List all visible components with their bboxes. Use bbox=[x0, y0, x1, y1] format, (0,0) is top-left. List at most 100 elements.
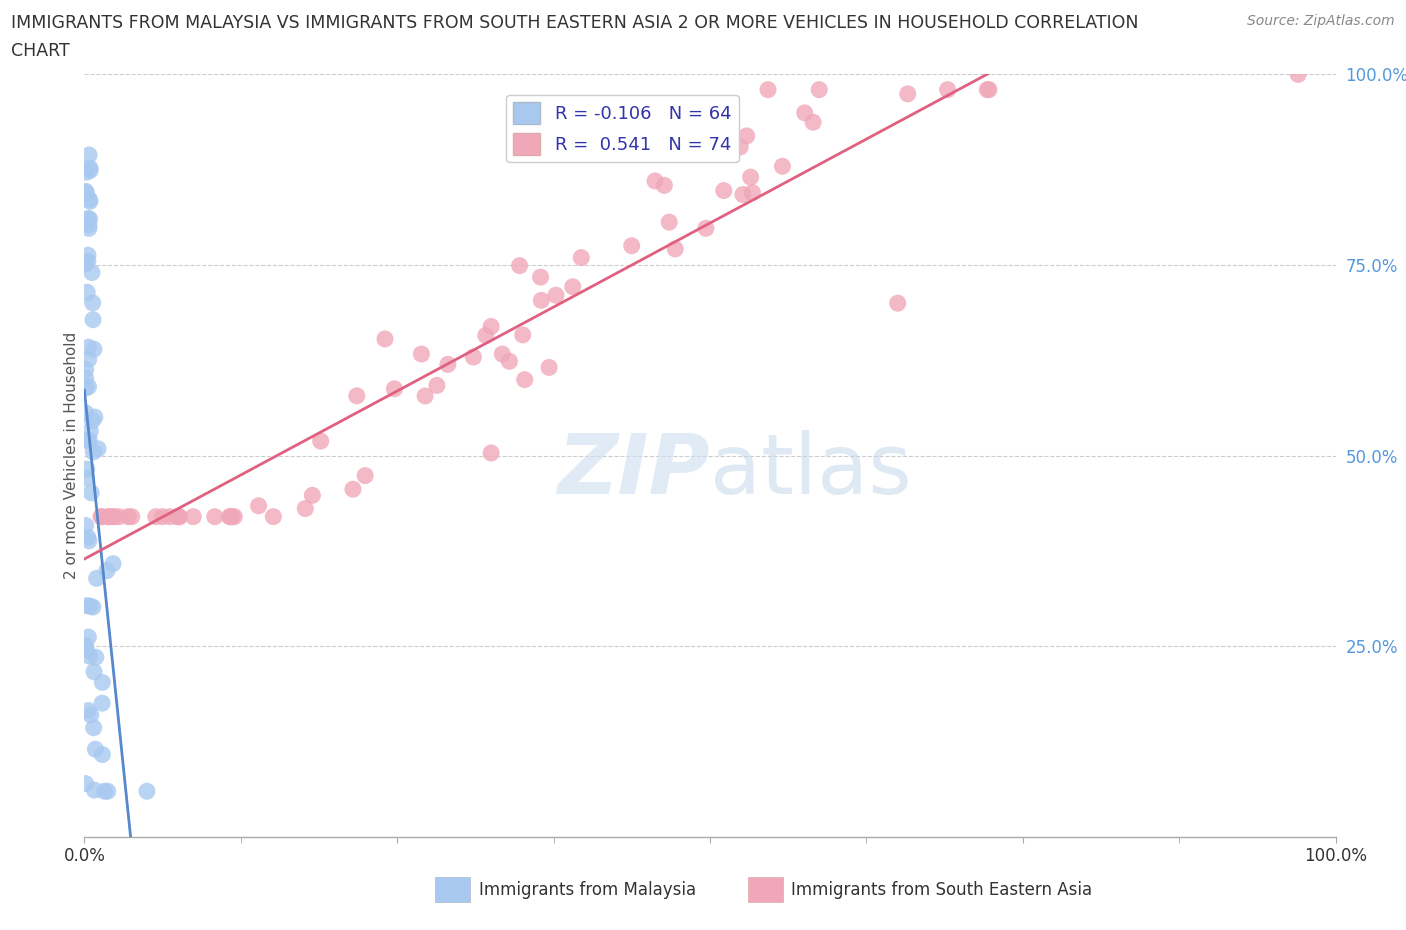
Point bbox=[1286, 67, 1309, 82]
Point bbox=[346, 389, 368, 404]
Point bbox=[247, 498, 270, 513]
Point bbox=[294, 501, 316, 516]
Point bbox=[479, 319, 502, 334]
Point bbox=[103, 510, 125, 525]
Point bbox=[75, 643, 97, 658]
Point bbox=[658, 215, 681, 230]
Point bbox=[218, 510, 240, 525]
Point bbox=[77, 432, 100, 447]
Point bbox=[301, 488, 323, 503]
Point bbox=[219, 510, 242, 525]
Point bbox=[75, 257, 97, 272]
Point bbox=[713, 183, 735, 198]
Point bbox=[91, 747, 114, 762]
Point bbox=[413, 389, 436, 404]
Point bbox=[79, 599, 101, 614]
Point bbox=[166, 510, 188, 525]
Point bbox=[101, 556, 124, 571]
Point bbox=[91, 696, 114, 711]
Point bbox=[620, 238, 643, 253]
Point bbox=[79, 211, 101, 226]
Point bbox=[342, 482, 364, 497]
Point bbox=[93, 784, 115, 799]
Point bbox=[664, 242, 686, 257]
Point bbox=[513, 372, 536, 387]
Point bbox=[83, 664, 105, 679]
Point bbox=[75, 185, 97, 200]
Point bbox=[808, 82, 831, 97]
Point bbox=[82, 296, 104, 311]
Point bbox=[569, 250, 592, 265]
Point bbox=[76, 285, 98, 299]
Point bbox=[169, 510, 191, 525]
Point bbox=[544, 287, 567, 302]
Text: Immigrants from Malaysia: Immigrants from Malaysia bbox=[478, 881, 696, 898]
Point bbox=[77, 218, 100, 232]
Point bbox=[512, 327, 534, 342]
Point bbox=[76, 598, 98, 613]
Point bbox=[100, 510, 122, 525]
Point bbox=[97, 784, 120, 799]
Point bbox=[87, 442, 110, 457]
Point bbox=[79, 424, 101, 439]
Point bbox=[75, 363, 97, 378]
Point bbox=[75, 777, 97, 791]
Point bbox=[509, 259, 531, 273]
Point bbox=[479, 445, 502, 460]
Point bbox=[121, 510, 143, 525]
Point bbox=[426, 378, 449, 392]
Text: Immigrants from South Eastern Asia: Immigrants from South Eastern Asia bbox=[792, 881, 1092, 898]
Text: CHART: CHART bbox=[11, 42, 70, 60]
Bar bbox=[748, 877, 783, 902]
Point bbox=[152, 510, 174, 525]
Point bbox=[83, 342, 105, 357]
Point bbox=[75, 638, 97, 653]
Text: ZIP: ZIP bbox=[557, 431, 710, 512]
Point bbox=[91, 675, 114, 690]
Point bbox=[145, 510, 167, 525]
Point bbox=[538, 360, 561, 375]
Point bbox=[117, 510, 139, 525]
Point bbox=[354, 468, 377, 483]
Point bbox=[97, 510, 120, 525]
Point bbox=[529, 270, 551, 285]
Point bbox=[374, 331, 396, 346]
Point bbox=[262, 510, 284, 525]
Point bbox=[491, 347, 513, 362]
Point bbox=[76, 165, 98, 179]
Point bbox=[79, 161, 101, 176]
Point bbox=[75, 380, 97, 395]
Point bbox=[91, 510, 114, 525]
Point bbox=[84, 742, 107, 757]
Point bbox=[224, 510, 246, 525]
Point bbox=[735, 128, 758, 143]
Point bbox=[75, 370, 97, 385]
Point bbox=[96, 564, 118, 578]
Point bbox=[76, 461, 98, 476]
Text: IMMIGRANTS FROM MALAYSIA VS IMMIGRANTS FROM SOUTH EASTERN ASIA 2 OR MORE VEHICLE: IMMIGRANTS FROM MALAYSIA VS IMMIGRANTS F… bbox=[11, 14, 1139, 32]
Point bbox=[887, 296, 910, 311]
Point bbox=[382, 381, 405, 396]
Point bbox=[79, 649, 101, 664]
Point bbox=[86, 571, 108, 586]
Point bbox=[756, 82, 779, 97]
Point bbox=[463, 350, 485, 365]
Point bbox=[976, 82, 998, 97]
Point bbox=[75, 405, 97, 420]
Point bbox=[772, 159, 794, 174]
Point bbox=[77, 339, 100, 354]
Point bbox=[75, 471, 97, 485]
Point bbox=[77, 630, 100, 644]
Point bbox=[731, 187, 754, 202]
Y-axis label: 2 or more Vehicles in Household: 2 or more Vehicles in Household bbox=[63, 332, 79, 579]
Point bbox=[82, 413, 104, 428]
Point bbox=[83, 783, 105, 798]
Point bbox=[79, 193, 101, 207]
Point bbox=[75, 184, 97, 199]
Point bbox=[740, 169, 762, 184]
Point bbox=[77, 533, 100, 548]
Point bbox=[77, 221, 100, 236]
Point bbox=[801, 114, 824, 129]
Point bbox=[83, 409, 105, 424]
Point bbox=[80, 708, 103, 723]
